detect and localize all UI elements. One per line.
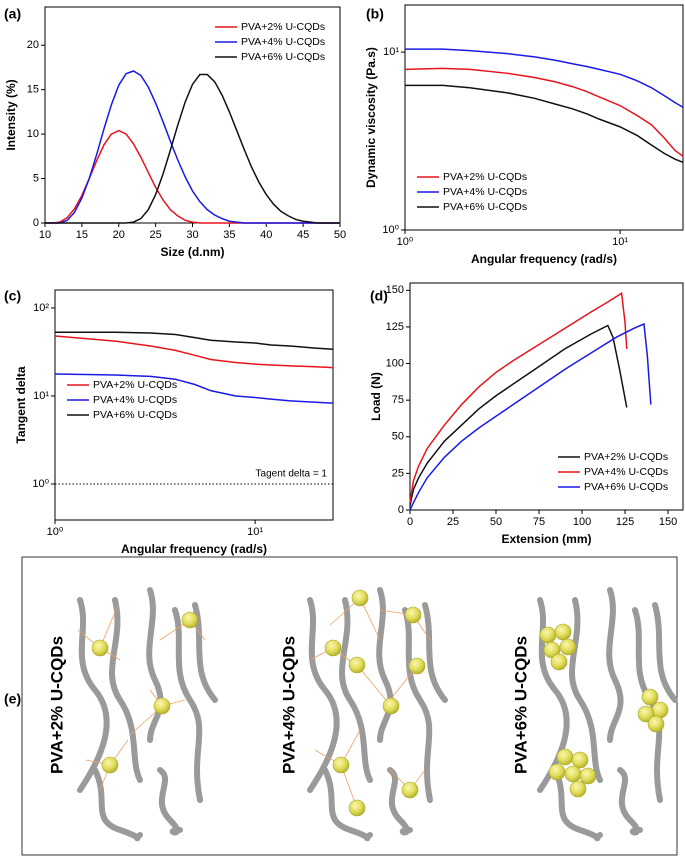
y-tick-label: 0 bbox=[398, 504, 404, 516]
panel-label: (e) bbox=[4, 691, 21, 707]
y-axis-label: Tangent delta bbox=[14, 366, 28, 443]
y-tick-label: 50 bbox=[392, 431, 404, 443]
legend-label: PVA+4% U-CQDs bbox=[443, 186, 527, 198]
x-tick-label: 30 bbox=[186, 229, 198, 241]
legend-label: PVA+6% U-CQDs bbox=[443, 201, 527, 213]
annotation: Tagent delta = 1 bbox=[256, 469, 328, 480]
y-tick-label: 10² bbox=[33, 302, 49, 314]
x-axis-label: Angular frequency (rad/s) bbox=[121, 542, 267, 556]
x-tick-label: 10¹ bbox=[247, 526, 263, 538]
y-tick-label: 100 bbox=[386, 357, 404, 369]
legend-label: PVA+6% U-CQDs bbox=[584, 481, 668, 493]
y-tick-label: 10⁰ bbox=[382, 224, 399, 236]
x-axis-label: Angular frequency (rad/s) bbox=[471, 252, 617, 266]
panel-label: (b) bbox=[366, 6, 384, 22]
legend-label: PVA+2% U-CQDs bbox=[241, 21, 325, 33]
x-tick-label: 50 bbox=[490, 516, 502, 528]
data-line bbox=[405, 84, 684, 164]
x-tick-label: 150 bbox=[659, 516, 677, 528]
legend-label: PVA+6% U-CQDs bbox=[241, 51, 325, 63]
schematic-label: PVA+2% U-CQDs bbox=[47, 636, 66, 774]
y-tick-label: 20 bbox=[27, 39, 39, 51]
y-axis-label: Load (N) bbox=[369, 372, 383, 421]
x-tick-label: 10 bbox=[39, 229, 51, 241]
x-tick-label: 125 bbox=[616, 516, 634, 528]
y-tick-label: 125 bbox=[386, 321, 404, 333]
data-line bbox=[45, 73, 340, 224]
data-line bbox=[55, 331, 334, 350]
x-tick-label: 10⁰ bbox=[47, 526, 64, 538]
data-line bbox=[54, 335, 334, 369]
x-tick-label: 10¹ bbox=[612, 236, 628, 248]
data-line bbox=[409, 322, 652, 511]
schematic-label: PVA+4% U-CQDs bbox=[279, 636, 298, 774]
data-line bbox=[409, 324, 628, 506]
data-line bbox=[54, 373, 334, 404]
legend-label: PVA+4% U-CQDs bbox=[584, 466, 668, 478]
x-tick-label: 35 bbox=[223, 229, 235, 241]
y-tick-label: 5 bbox=[33, 172, 39, 184]
x-tick-label: 45 bbox=[297, 229, 309, 241]
y-axis-label: Dynamic viscosity (Pa.s) bbox=[364, 47, 378, 188]
y-tick-label: 150 bbox=[386, 284, 404, 296]
x-tick-label: 25 bbox=[150, 229, 162, 241]
schematic-chains bbox=[80, 590, 675, 838]
legend-label: PVA+2% U-CQDs bbox=[584, 451, 668, 463]
x-tick-label: 0 bbox=[407, 516, 413, 528]
y-tick-label: 10¹ bbox=[33, 390, 49, 402]
x-tick-label: 20 bbox=[113, 229, 125, 241]
bonds bbox=[77, 597, 431, 809]
y-tick-label: 25 bbox=[392, 467, 404, 479]
x-tick-label: 25 bbox=[447, 516, 459, 528]
legend-label: PVA+4% U-CQDs bbox=[93, 394, 177, 406]
x-tick-label: 100 bbox=[573, 516, 591, 528]
panel-label: (a) bbox=[4, 6, 21, 22]
y-tick-label: 75 bbox=[392, 394, 404, 406]
y-axis-label: Intensity (%) bbox=[4, 79, 18, 150]
y-tick-label: 15 bbox=[27, 84, 39, 96]
y-tick-label: 10¹ bbox=[383, 46, 399, 58]
x-axis-label: Extension (mm) bbox=[501, 532, 591, 546]
data-line bbox=[45, 70, 340, 224]
legend-label: PVA+2% U-CQDs bbox=[443, 171, 527, 183]
y-tick-label: 10⁰ bbox=[32, 478, 49, 490]
legend-label: PVA+6% U-CQDs bbox=[93, 409, 177, 421]
y-tick-label: 10 bbox=[27, 128, 39, 140]
nanoparticles bbox=[91, 589, 669, 817]
x-tick-label: 75 bbox=[533, 516, 545, 528]
x-tick-label: 40 bbox=[260, 229, 272, 241]
x-axis-label: Size (d.nm) bbox=[160, 245, 224, 259]
panel-label: (c) bbox=[4, 288, 21, 304]
x-tick-label: 15 bbox=[76, 229, 88, 241]
x-tick-label: 10⁰ bbox=[397, 236, 414, 248]
schematic-label: PVA+6% U-CQDs bbox=[511, 636, 530, 774]
x-tick-label: 50 bbox=[334, 229, 346, 241]
legend-label: PVA+2% U-CQDs bbox=[93, 379, 177, 391]
plot-frame bbox=[54, 289, 334, 521]
schematic-frame bbox=[21, 556, 678, 856]
data-line bbox=[404, 67, 684, 157]
plot-frame bbox=[409, 282, 684, 511]
data-line bbox=[409, 291, 628, 503]
schematic-labels: PVA+2% U-CQDs PVA+4% U-CQDs PVA+6% U-CQDs bbox=[47, 636, 530, 774]
data-line bbox=[405, 48, 684, 108]
legend-label: PVA+4% U-CQDs bbox=[241, 36, 325, 48]
y-tick-label: 0 bbox=[33, 217, 39, 229]
panel-label: (d) bbox=[370, 288, 388, 304]
plot-frame bbox=[404, 4, 684, 231]
